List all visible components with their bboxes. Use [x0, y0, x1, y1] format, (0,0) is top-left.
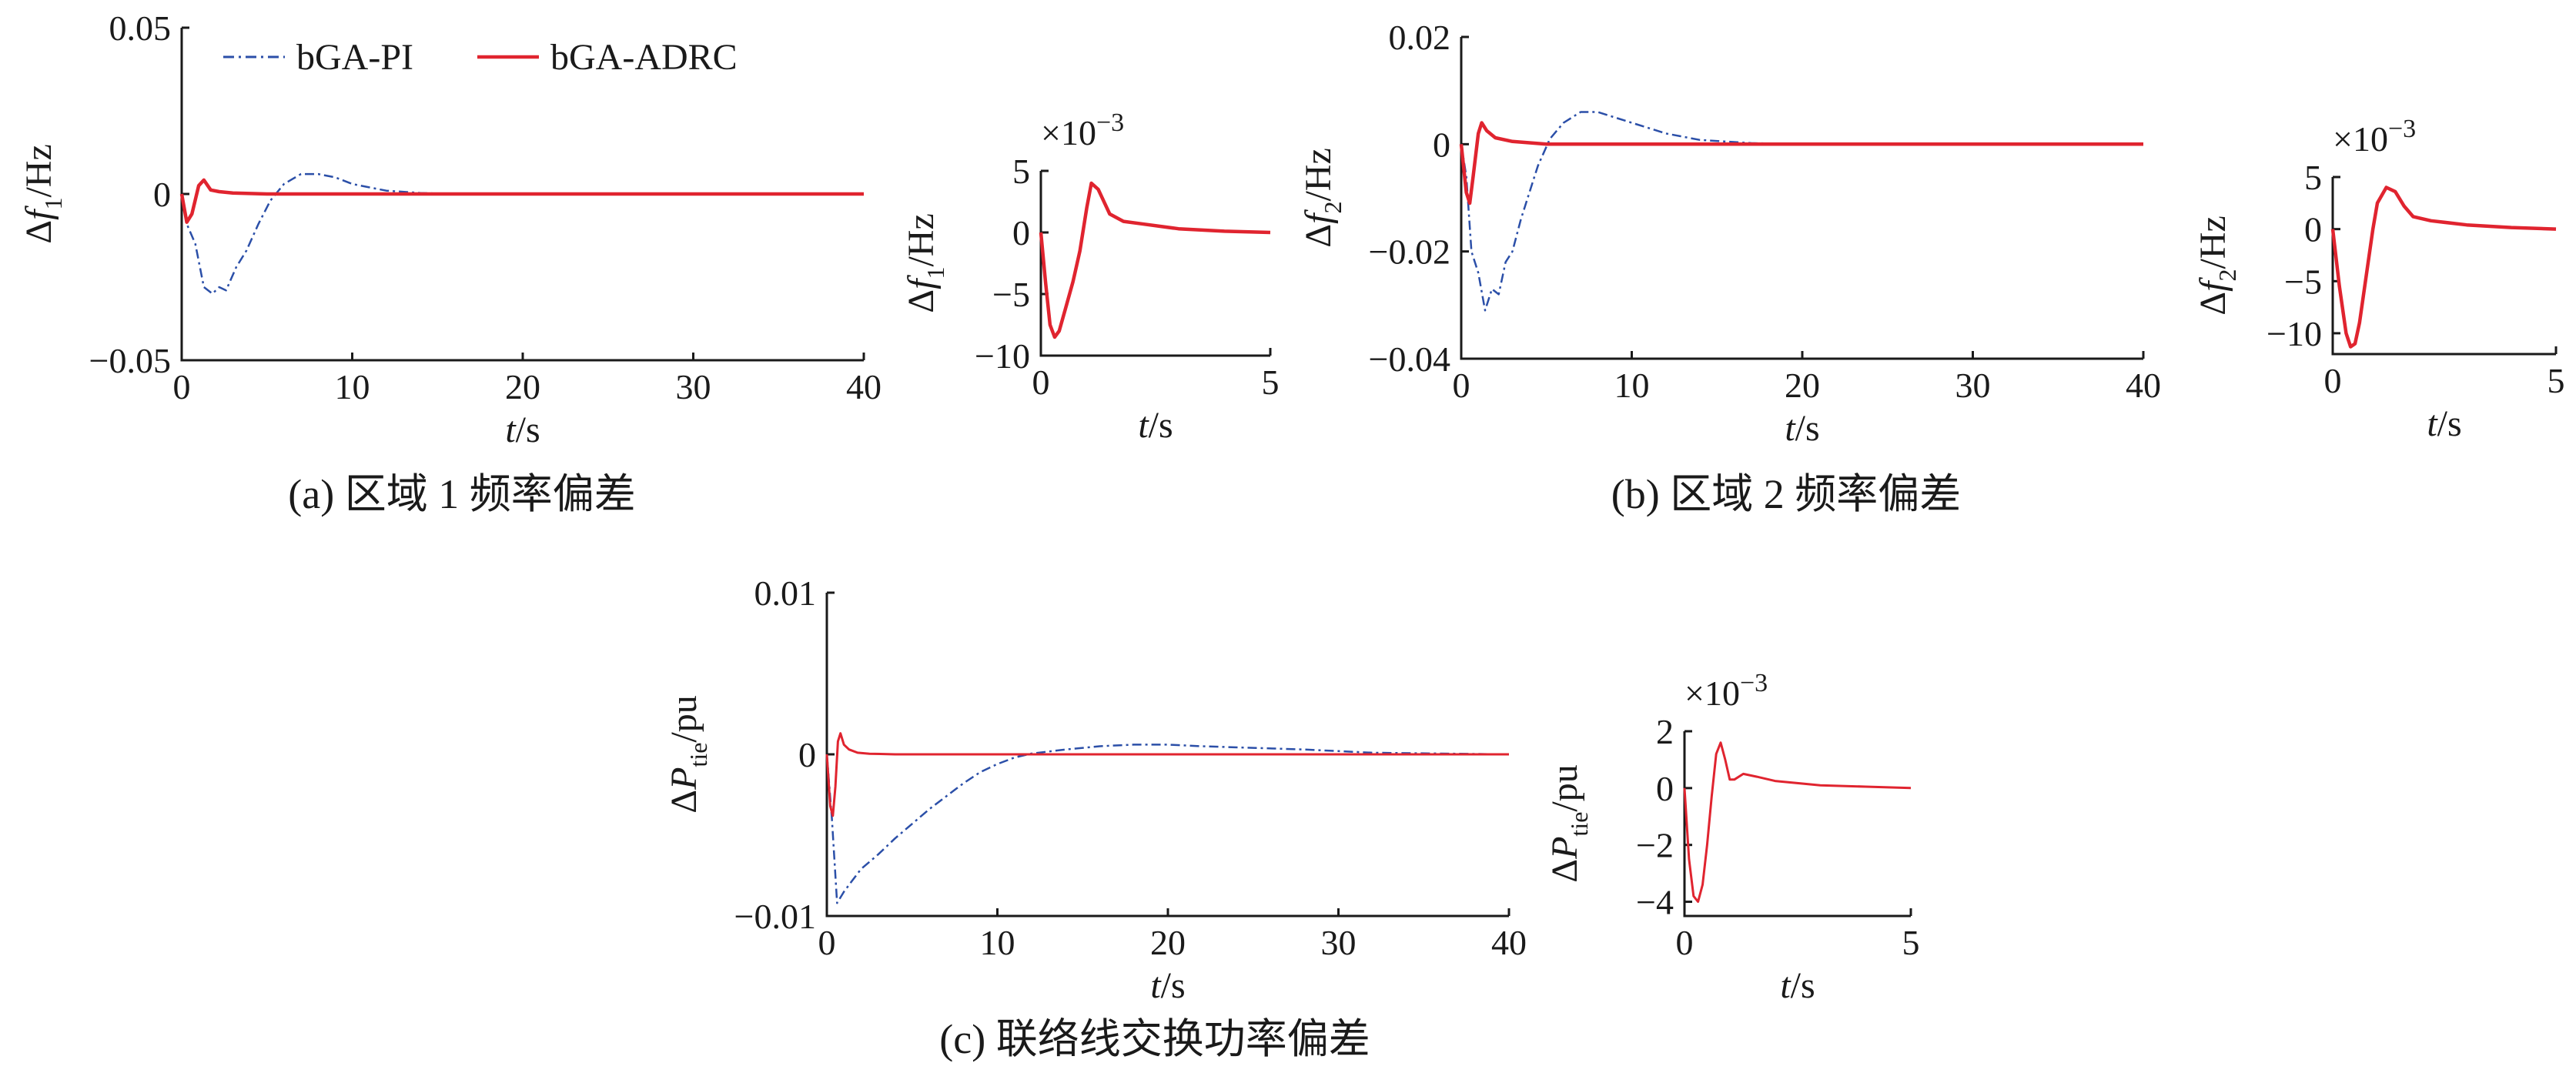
x-tick-label: 0	[2324, 361, 2342, 400]
legend-label-bga-pi: bGA-PI	[296, 37, 413, 78]
series-bga-adrc-line	[825, 732, 1509, 817]
axis-lines	[1039, 171, 1270, 357]
series-bga-pi-line	[825, 744, 1510, 904]
x-tick-label: 20	[1785, 366, 1820, 405]
y-tick-label: 2	[1656, 712, 1674, 751]
x-tick-label: 0	[173, 367, 191, 406]
y-tick-label: 0	[798, 735, 816, 774]
x-tick-label: 10	[335, 367, 370, 406]
series-bga-adrc-line	[1039, 181, 1271, 339]
x-axis-label: t/s	[505, 409, 540, 450]
y-tick-label: −0.05	[89, 341, 171, 380]
y-tick-label: 0	[153, 175, 171, 214]
series-bga-pi-line	[180, 172, 864, 295]
x-tick-label: 30	[676, 367, 711, 406]
axis-lines	[1683, 731, 1911, 918]
legend-label-bga-adrc: bGA-ADRC	[550, 37, 738, 78]
y-tick-label: −2	[1636, 826, 1674, 865]
y-axis-label: ΔPtie/pu	[1544, 764, 1593, 883]
x-tick-label: 20	[1150, 923, 1186, 962]
x-tick-label: 40	[2126, 366, 2161, 405]
y-exponent-label: ×10−3	[2333, 115, 2416, 159]
x-tick-label: 40	[1491, 923, 1527, 962]
y-tick-label: 0.02	[1389, 18, 1451, 57]
x-tick-label: 30	[1321, 923, 1357, 962]
y-tick-label: 0.01	[754, 573, 817, 613]
series-bga-adrc-line	[1459, 121, 2143, 206]
x-axis-label: t/s	[1150, 965, 1185, 1006]
y-tick-label: −0.04	[1369, 339, 1450, 379]
series-bga-adrc-line	[2330, 186, 2557, 349]
y-axis-label: Δf1/Hz	[18, 144, 67, 244]
x-tick-label: 0	[1032, 363, 1050, 402]
x-tick-label: 5	[1262, 363, 1280, 402]
y-tick-label: 0.05	[109, 8, 172, 48]
y-axis-label: Δf2/Hz	[1298, 148, 1347, 248]
y-tick-label: 5	[2304, 158, 2322, 197]
x-tick-label: 30	[1955, 366, 1991, 405]
series-bga-adrc-line	[179, 178, 864, 224]
x-tick-label: 20	[505, 367, 540, 406]
y-tick-label: 0	[1656, 769, 1674, 808]
x-tick-label: 0	[1453, 366, 1470, 405]
x-tick-label: 0	[1676, 923, 1694, 962]
y-tick-label: 5	[1012, 152, 1030, 191]
y-tick-label: −10	[975, 336, 1030, 376]
x-tick-label: 5	[2548, 361, 2565, 400]
y-exponent-label: ×10−3	[1041, 109, 1124, 152]
y-axis-label: Δf2/Hz	[2193, 216, 2241, 316]
chart-b-main: 0 10 20 30 40 0.02 0 −0.02 −0.04 t/s Δf2/Hz (b) 区域 …	[1298, 18, 2161, 517]
chart-a-inset: 0 5 5 0 −5 −10 ×10−3 t/s Δf1/Hz	[901, 109, 1280, 446]
y-tick-label: −0.01	[734, 897, 816, 936]
x-axis-label: t/s	[1138, 405, 1173, 446]
y-tick-label: 0	[2304, 210, 2322, 249]
chart-b-inset: 0 5 5 0 −5 −10 ×10−3 t/s Δf2/Hz	[2193, 115, 2565, 444]
x-axis-label: t/s	[1785, 408, 1819, 449]
axis-lines	[1460, 37, 2143, 360]
y-tick-label: −10	[2267, 314, 2322, 353]
x-tick-label: 0	[818, 923, 836, 962]
x-axis-label: t/s	[2427, 403, 2461, 444]
series-bga-pi-line	[1460, 111, 2143, 312]
x-tick-label: 5	[1902, 923, 1920, 962]
subplot-caption: (b) 区域 2 频率偏差	[1611, 471, 1961, 517]
subplot-caption: (a) 区域 1 频率偏差	[288, 471, 635, 517]
y-axis-label: Δf1/Hz	[901, 213, 949, 313]
subplot-caption: (c) 联络线交换功率偏差	[939, 1016, 1370, 1062]
x-axis-label: t/s	[1780, 965, 1815, 1006]
y-tick-label: 0	[1433, 125, 1450, 164]
y-axis-label: ΔPtie/pu	[664, 695, 712, 814]
y-tick-label: 0	[1012, 213, 1030, 252]
x-tick-label: 40	[846, 367, 882, 406]
y-tick-label: −5	[2284, 262, 2322, 301]
x-tick-label: 10	[1614, 366, 1650, 405]
y-tick-label: −5	[992, 275, 1030, 314]
chart-legend: bGA-PI bGA-ADRC	[223, 37, 738, 78]
x-tick-label: 10	[980, 923, 1015, 962]
y-tick-label: −4	[1636, 883, 1674, 922]
y-tick-label: −0.02	[1369, 232, 1450, 272]
chart-c-inset: 0 5 2 0 −2 −4 ×10−3 t/s ΔPtie/pu	[1544, 669, 1920, 1006]
y-exponent-label: ×10−3	[1684, 669, 1768, 713]
series-bga-adrc-line	[1683, 741, 1912, 903]
